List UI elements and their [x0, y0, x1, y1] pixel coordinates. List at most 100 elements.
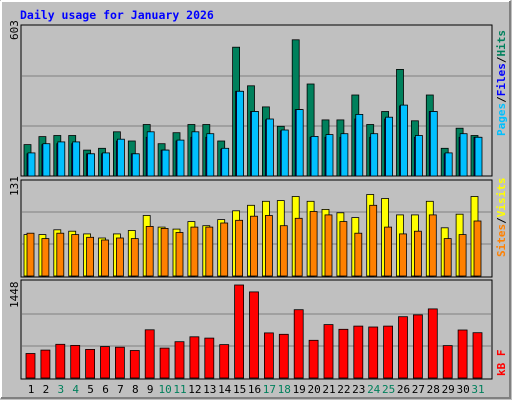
- x-tick-label-day-30: 30: [456, 383, 469, 396]
- bar-pages-day-6: [102, 152, 110, 177]
- bar-pages-day-19: [295, 109, 304, 177]
- bar-pages-day-11: [176, 139, 185, 177]
- bar-sites-day-16: [250, 215, 258, 277]
- x-tick-label-day-16: 16: [248, 383, 261, 396]
- bar-pages-day-24: [370, 133, 379, 177]
- x-tick-label-day-17: 17: [263, 383, 276, 396]
- x-tick-label-day-2: 2: [43, 383, 50, 396]
- bar-sites-day-26: [399, 233, 407, 277]
- bar-pages-day-3: [57, 141, 66, 177]
- panel-middle-max-label: 131: [8, 176, 21, 196]
- legend-files: Files: [495, 63, 508, 96]
- bar-sites-day-2: [41, 238, 50, 277]
- x-tick-label-day-12: 12: [188, 383, 201, 396]
- bar-kb-f-day-7: [115, 346, 125, 379]
- x-tick-label-day-3: 3: [57, 383, 64, 396]
- bar-pages-day-20: [310, 135, 319, 177]
- bar-sites-day-29: [443, 238, 452, 277]
- bar-kb-f-day-2: [40, 349, 51, 379]
- bar-pages-day-30: [459, 133, 468, 177]
- bar-kb-f-day-10: [159, 347, 170, 379]
- bar-sites-day-23: [354, 232, 363, 277]
- x-tick-label-day-28: 28: [427, 383, 440, 396]
- bar-pages-day-25: [385, 116, 394, 177]
- bar-sites-day-31: [473, 220, 482, 277]
- legend-pages: Pages: [495, 103, 508, 136]
- bar-sites-day-28: [428, 214, 437, 277]
- x-tick-label-day-21: 21: [322, 383, 335, 396]
- bar-sites-day-8: [130, 238, 139, 277]
- x-tick-label-day-23: 23: [352, 383, 365, 396]
- bar-sites-day-12: [190, 226, 199, 277]
- bar-kb-f-day-1: [25, 353, 36, 379]
- bar-kb-f-day-9: [144, 329, 155, 379]
- bar-sites-day-1: [26, 232, 35, 277]
- bar-kb-f-day-4: [70, 344, 81, 379]
- legend-sep-2: /: [495, 56, 508, 63]
- bar-pages-day-29: [444, 152, 453, 177]
- bar-kb-f-day-23: [353, 325, 364, 379]
- bar-kb-f-day-14: [219, 344, 230, 379]
- bar-sites-day-17: [264, 215, 273, 277]
- bar-kb-f-day-30: [457, 329, 468, 379]
- bar-pages-day-31: [474, 136, 483, 177]
- bar-pages-day-22: [340, 133, 349, 177]
- bar-kb-f-day-17: [263, 332, 274, 379]
- x-tick-label-day-22: 22: [337, 383, 350, 396]
- x-tick-label-day-19: 19: [293, 383, 306, 396]
- bar-pages-day-4: [72, 141, 81, 177]
- x-tick-label-day-14: 14: [218, 383, 232, 396]
- bar-sites-day-13: [205, 226, 214, 277]
- bar-pages-day-17: [265, 118, 274, 177]
- x-tick-label-day-18: 18: [278, 383, 291, 396]
- bar-pages-day-23: [355, 114, 364, 177]
- bar-kb-f-day-19: [293, 309, 304, 379]
- x-tick-label-day-7: 7: [117, 383, 124, 396]
- bar-sites-day-24: [369, 204, 378, 277]
- bar-kb-f-day-8: [129, 350, 140, 379]
- x-tick-label-day-31: 31: [471, 383, 484, 396]
- bar-kb-f-day-3: [55, 343, 66, 379]
- bar-kb-f-day-6: [100, 346, 110, 379]
- bar-sites-day-11: [175, 232, 184, 277]
- bar-kb-f-day-13: [204, 337, 215, 379]
- x-tick-label-day-11: 11: [173, 383, 186, 396]
- panel-bottom-bars: [25, 284, 483, 379]
- bar-kb-f-day-28: [427, 308, 438, 379]
- bar-kb-f-day-21: [323, 324, 334, 379]
- x-tick-label-day-1: 1: [28, 383, 35, 396]
- legend-sites: Sites: [495, 224, 508, 257]
- panel-bottom-legend: kB F: [495, 350, 508, 377]
- x-tick-label-day-13: 13: [203, 383, 216, 396]
- bar-pages-day-8: [131, 153, 140, 177]
- panel-top-bars: [23, 39, 483, 177]
- panel-top-max-label: 603: [8, 20, 21, 40]
- bar-kb-f-day-25: [383, 325, 394, 379]
- bar-pages-day-5: [87, 153, 95, 177]
- bar-kb-f-day-29: [442, 345, 453, 379]
- x-tick-label-day-15: 15: [233, 383, 246, 396]
- bar-pages-day-14: [221, 147, 230, 177]
- x-tick-label-day-5: 5: [87, 383, 94, 396]
- panel-middle-bars: [23, 194, 482, 277]
- bar-sites-day-20: [309, 211, 318, 277]
- x-tick-label-day-27: 27: [412, 383, 425, 396]
- legend-visits: Visits: [495, 178, 508, 218]
- bar-kb-f-day-22: [338, 328, 349, 379]
- bar-kb-f-day-24: [368, 326, 379, 379]
- x-tick-label-day-25: 25: [382, 383, 395, 396]
- bar-kb-f-day-16: [249, 291, 259, 379]
- bar-sites-day-25: [384, 226, 393, 277]
- bar-pages-day-28: [429, 111, 438, 177]
- bar-kb-f-day-20: [308, 339, 319, 379]
- bar-pages-day-13: [206, 133, 215, 177]
- x-tick-label-day-6: 6: [102, 383, 109, 396]
- bar-kb-f-day-5: [85, 348, 95, 379]
- bar-sites-day-3: [56, 232, 65, 277]
- bar-kb-f-day-15: [234, 284, 245, 379]
- legend-sep-3: /: [495, 217, 508, 224]
- bar-sites-day-15: [235, 219, 244, 277]
- x-tick-label-day-26: 26: [397, 383, 410, 396]
- x-tick-label-day-29: 29: [442, 383, 455, 396]
